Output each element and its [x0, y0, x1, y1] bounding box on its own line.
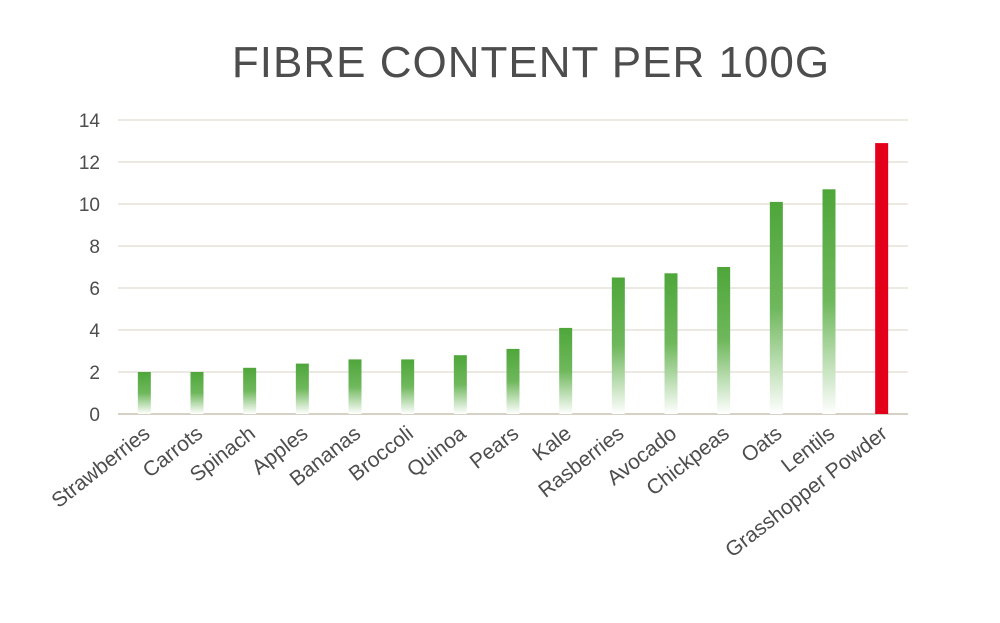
- bar-oats: [769, 201, 783, 414]
- x-tick-label: Strawberries: [47, 422, 154, 513]
- y-tick-label: 6: [89, 279, 100, 300]
- bar-lentils: [822, 189, 836, 414]
- x-tick-label: Quinoa: [403, 422, 471, 482]
- x-tick-label: Pears: [466, 422, 523, 474]
- bar-grasshopper-powder: [875, 143, 889, 414]
- bar-bananas: [348, 359, 362, 414]
- y-tick-label: 14: [79, 111, 101, 132]
- bar-apples: [295, 363, 309, 414]
- bar-rasberries: [611, 277, 625, 414]
- y-tick-label: 12: [79, 153, 100, 174]
- y-tick-label: 4: [89, 321, 100, 342]
- bar-carrots: [190, 372, 204, 414]
- y-tick-label: 10: [79, 195, 100, 216]
- bar-broccoli: [401, 359, 415, 414]
- bar-chickpeas: [717, 267, 731, 414]
- x-axis-labels: StrawberriesCarrotsSpinachApplesBananasB…: [47, 422, 891, 562]
- y-axis-ticks: 0 2 4 6 8 10 12 14: [79, 111, 101, 426]
- bar-quinoa: [453, 355, 467, 414]
- y-tick-label: 8: [89, 237, 100, 258]
- bar-avocado: [664, 273, 678, 414]
- bar-strawberries: [137, 372, 151, 414]
- bar-spinach: [243, 367, 257, 414]
- bar-kale: [559, 327, 573, 414]
- y-tick-label: 0: [89, 405, 100, 426]
- y-tick-label: 2: [89, 363, 100, 384]
- bars: [137, 143, 889, 414]
- bar-pears: [506, 348, 520, 414]
- chart-title: FIBRE CONTENT PER 100G: [231, 38, 831, 87]
